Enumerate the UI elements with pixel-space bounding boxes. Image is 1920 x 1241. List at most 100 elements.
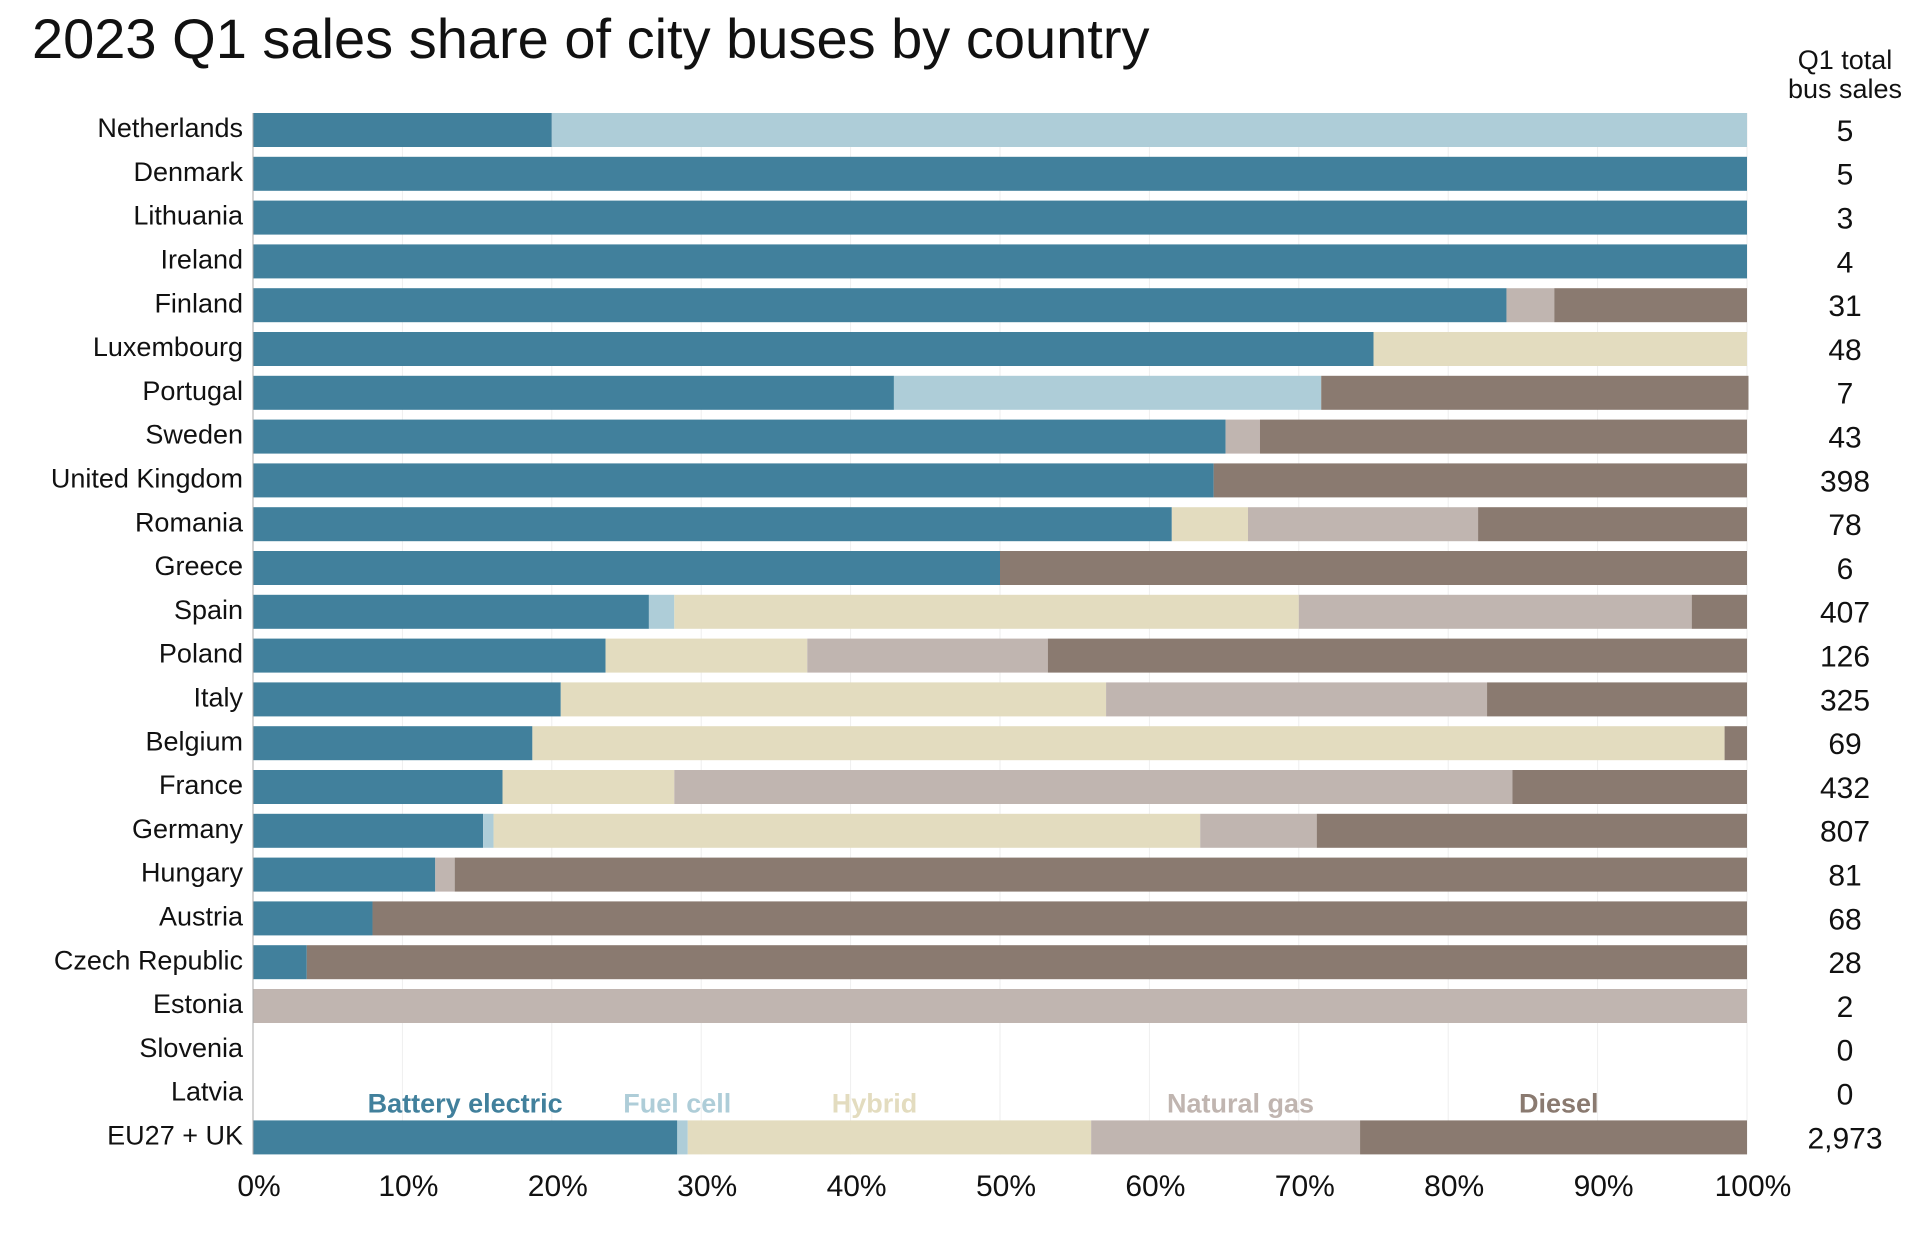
- bar-segment: [253, 332, 1374, 366]
- x-tick-label: 50%: [976, 1170, 1036, 1203]
- total-label: 31: [1828, 290, 1861, 323]
- bar-segment: [253, 156, 1747, 191]
- x-tick-label: 100%: [1715, 1170, 1792, 1203]
- legend-label: Battery electric: [368, 1089, 563, 1119]
- bar-segment: [1321, 375, 1749, 410]
- bar-segment: [551, 113, 1747, 147]
- y-tick-label: Sweden: [145, 420, 243, 450]
- bar-segment: [532, 726, 1725, 761]
- total-label: 69: [1828, 728, 1861, 761]
- legend-label: Hybrid: [832, 1089, 918, 1119]
- y-tick-label: Austria: [159, 902, 244, 932]
- bar-segment: [1373, 332, 1747, 366]
- x-tick-label: 80%: [1424, 1170, 1484, 1203]
- total-label: 2,973: [1807, 1122, 1882, 1155]
- bar-segment: [605, 638, 808, 673]
- x-tick-label: 20%: [528, 1170, 588, 1203]
- y-tick-label: Greece: [154, 551, 243, 581]
- bar-segment: [1200, 813, 1317, 848]
- total-label: 4: [1837, 246, 1854, 279]
- total-label: 126: [1820, 641, 1870, 674]
- y-tick-label: Hungary: [141, 858, 244, 888]
- y-tick-label: Belgium: [145, 726, 243, 756]
- bar-segment: [1091, 1120, 1361, 1155]
- bar-segment: [253, 638, 606, 673]
- legend-label: Fuel cell: [623, 1089, 731, 1119]
- bar-segment: [1506, 288, 1555, 323]
- bar-segment: [674, 594, 1299, 629]
- bar-segment: [674, 770, 1513, 804]
- bar-segment: [306, 945, 1748, 980]
- bar-segment: [253, 1120, 678, 1155]
- chart-title: 2023 Q1 sales share of city buses by cou…: [32, 7, 1149, 70]
- bar-segment: [483, 813, 494, 848]
- total-label: 398: [1820, 465, 1870, 498]
- bar-segment: [1360, 1120, 1747, 1155]
- totals-header: bus sales: [1788, 74, 1902, 104]
- bar-segment: [687, 1120, 1092, 1155]
- bar-segment: [677, 1120, 688, 1155]
- bar-segment: [253, 682, 561, 717]
- bar-segment: [253, 463, 1214, 498]
- y-tick-label: Slovenia: [139, 1033, 244, 1063]
- total-label: 2: [1837, 991, 1854, 1024]
- x-tick-label: 90%: [1574, 1170, 1634, 1203]
- y-tick-label: Latvia: [171, 1077, 244, 1107]
- bar-segment: [253, 726, 533, 761]
- total-label: 78: [1828, 509, 1861, 542]
- bar-segment: [1000, 551, 1747, 585]
- y-tick-label: Lithuania: [133, 201, 244, 231]
- bar-segment: [253, 989, 1747, 1023]
- y-tick-label: Italy: [193, 683, 243, 713]
- bar-segment: [253, 244, 1747, 279]
- y-tick-label: Czech Republic: [54, 945, 243, 975]
- bar-segment: [1047, 638, 1747, 673]
- y-tick-label: Germany: [132, 814, 244, 844]
- bar-segment: [1316, 813, 1747, 848]
- y-tick-label: Romania: [135, 507, 244, 537]
- bar-segment: [253, 419, 1226, 454]
- x-tick-label: 70%: [1275, 1170, 1335, 1203]
- y-tick-label: Denmark: [133, 157, 243, 187]
- y-tick-label: United Kingdom: [51, 464, 243, 494]
- x-tick-label: 40%: [827, 1170, 887, 1203]
- y-tick-label: EU27 + UK: [107, 1121, 243, 1151]
- total-label: 48: [1828, 334, 1861, 367]
- bar-segment: [1724, 726, 1747, 761]
- bar-segment: [1298, 594, 1692, 629]
- x-tick-label: 0%: [237, 1170, 280, 1203]
- bar-segment: [1259, 419, 1747, 454]
- bar-segment: [253, 288, 1507, 323]
- y-tick-label: Finland: [154, 288, 243, 318]
- x-tick-label: 60%: [1125, 1170, 1185, 1203]
- bar-segment: [253, 901, 373, 936]
- legend-label: Diesel: [1519, 1089, 1599, 1119]
- bar-segment: [253, 200, 1747, 235]
- total-label: 28: [1828, 947, 1861, 980]
- total-label: 807: [1820, 816, 1870, 849]
- bar-segment: [1171, 507, 1249, 542]
- bar-segment: [1554, 288, 1747, 323]
- bar-segment: [253, 857, 436, 892]
- y-tick-label: Netherlands: [97, 113, 243, 143]
- bar-segment: [1691, 594, 1747, 629]
- bar-segment: [253, 507, 1172, 542]
- total-label: 432: [1820, 772, 1870, 805]
- y-tick-label: Spain: [174, 595, 243, 625]
- total-label: 81: [1828, 860, 1861, 893]
- bar-segment: [372, 901, 1747, 936]
- total-label: 0: [1837, 1035, 1854, 1068]
- total-label: 3: [1837, 203, 1854, 236]
- y-tick-label: France: [159, 770, 243, 800]
- bar-segment: [1225, 419, 1260, 454]
- bar-segment: [435, 857, 455, 892]
- bar-segment: [1487, 682, 1747, 717]
- bar-segment: [502, 770, 675, 804]
- bar-segment: [648, 594, 675, 629]
- total-label: 325: [1820, 684, 1870, 717]
- bar-segment: [1248, 507, 1479, 542]
- bar-segment: [893, 375, 1322, 410]
- bar-segment: [493, 813, 1201, 848]
- x-tick-label: 10%: [378, 1170, 438, 1203]
